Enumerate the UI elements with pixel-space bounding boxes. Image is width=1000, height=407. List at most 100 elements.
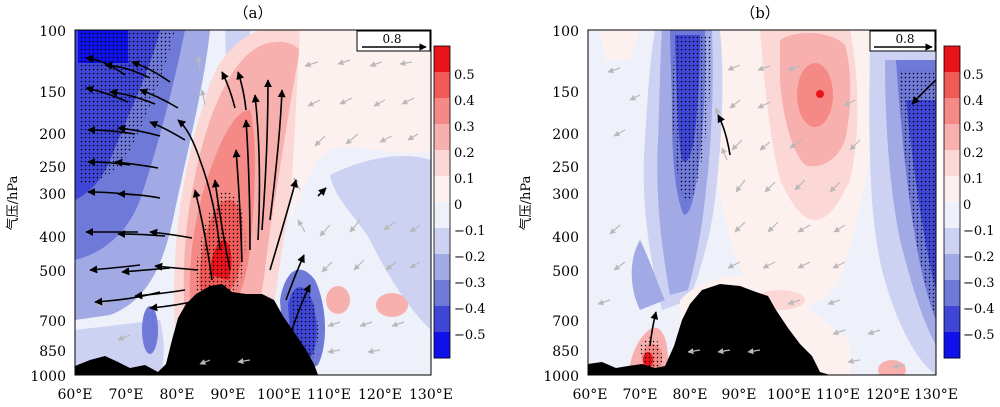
x-tick-a-120: 120°E [358,387,402,403]
reference-vector-a: 0.8 [356,30,431,52]
x-tick-a-110: 110°E [307,387,351,403]
y-tick-a-300: 300 [39,187,66,203]
plot-frame-a [74,29,432,376]
x-tick-a-130: 130°E [409,387,453,403]
y-tick-b-300: 300 [552,187,579,203]
y-tick-b-200: 200 [552,127,579,143]
grey-vectors-b [597,64,906,370]
colorbar-b-swatch-10 [944,306,960,333]
colorbar-a-swatch-2 [434,98,450,125]
cb-a-tick-10: −0.5 [454,328,486,343]
colorbar-b-swatch-7 [944,228,960,255]
x-axis-a: 60°E 70°E 80°E 90°E 100°E 110°E 120°E 13… [57,387,453,403]
y-tick-b-150: 150 [552,85,579,101]
y-tick-a-1000: 1000 [30,369,66,385]
cb-a-tick-0: 0.5 [454,68,475,83]
colorbar-b-swatch-8 [944,254,960,281]
y-axis-b: 100 150 200 250 300 400 500 700 850 1000… [518,24,579,385]
panel-a: （a） [5,4,486,403]
x-tick-a-80: 80°E [159,387,194,403]
reference-vector-a-label: 0.8 [382,32,401,46]
cb-b-tick-7: −0.2 [963,250,995,265]
colorbar-b-swatch-5 [944,176,960,203]
y-tick-a-700: 700 [39,314,66,330]
colorbar-a-swatch-0 [434,46,450,73]
y-tick-b-250: 250 [552,160,579,176]
cb-a-tick-7: −0.2 [454,250,486,265]
cb-a-tick-8: −0.3 [454,276,486,291]
y-tick-a-100: 100 [39,24,66,40]
y-axis-a: 100 150 200 250 300 400 500 700 850 1000… [5,24,66,385]
cb-b-tick-4: 0.1 [963,172,984,187]
cb-b-tick-5: 0 [963,198,971,213]
y-tick-a-250: 250 [39,160,66,176]
cb-b-tick-8: −0.3 [963,276,995,291]
colorbar-b-swatch-1 [944,72,960,99]
x-axis-b: 60°E 70°E 80°E 90°E 100°E 110°E 120°E 13… [572,387,958,403]
colorbar-a-swatch-5 [434,176,450,203]
cb-a-tick-5: 0 [454,198,462,213]
black-vectors-a [85,54,327,331]
panel-a-field [75,30,431,375]
x-tick-b-80: 80°E [672,387,707,403]
colorbar-b-swatch-11 [944,332,960,359]
cb-a-tick-3: 0.2 [454,146,475,161]
colorbar-a-swatch-4 [434,150,450,177]
y-tick-b-850: 850 [552,344,579,360]
colorbar-b-swatch-3 [944,124,960,151]
colorbar-a-swatch-9 [434,280,450,307]
cb-b-tick-10: −0.5 [963,328,995,343]
colorbar-b-swatch-2 [944,98,960,125]
panel-b-field [588,30,936,375]
x-tick-b-90: 90°E [721,387,756,403]
colorbar-b-swatch-6 [944,202,960,229]
y-tick-b-1000: 1000 [543,369,579,385]
colorbar-b-swatch-4 [944,150,960,177]
colorbar-b-swatch-9 [944,280,960,307]
colorbar-b: 0.5 0.4 0.3 0.2 0.1 0 −0.1 −0.2 −0.3 −0.… [943,45,995,359]
x-tick-b-100: 100°E [767,387,811,403]
x-tick-a-60: 60°E [57,387,92,403]
cb-b-tick-3: 0.2 [963,146,984,161]
colorbar-b-swatch-0 [944,46,960,73]
cb-a-tick-4: 0.1 [454,172,475,187]
y-tick-b-400: 400 [552,230,579,246]
terrain-a [75,284,318,375]
y-tick-a-400: 400 [39,230,66,246]
cb-b-tick-0: 0.5 [963,68,984,83]
y-tick-a-500: 500 [39,264,66,280]
x-tick-b-120: 120°E [866,387,910,403]
x-tick-a-70: 70°E [108,387,143,403]
cb-a-tick-1: 0.4 [454,94,475,109]
y-tick-b-500: 500 [552,264,579,280]
cb-a-tick-9: −0.4 [454,302,486,317]
reference-vector-b: 0.8 [869,30,936,52]
cb-a-tick-6: −0.1 [454,224,486,239]
colorbar-a-swatch-11 [434,332,450,359]
x-tick-b-130: 130°E [914,387,958,403]
colorbar-a-swatch-1 [434,72,450,99]
x-tick-a-90: 90°E [210,387,245,403]
plot-frame-b [587,29,937,376]
cb-b-tick-6: −0.1 [963,224,995,239]
terrain-b [588,284,830,375]
colorbar-a-swatch-6 [434,202,450,229]
panel-b: （b） [518,4,995,403]
colorbar-a: 0.5 0.4 0.3 0.2 0.1 0 −0.1 −0.2 −0.3 −0.… [433,45,486,359]
colorbar-a-swatch-7 [434,228,450,255]
reference-vector-b-label: 0.8 [895,32,914,46]
colorbar-a-swatch-8 [434,254,450,281]
cb-b-tick-9: −0.4 [963,302,995,317]
x-tick-b-60: 60°E [572,387,607,403]
cb-b-tick-1: 0.4 [963,94,984,109]
y-label-a: 气压/hPa [5,175,21,230]
cb-a-tick-2: 0.3 [454,120,475,135]
panel-b-label: （b） [740,4,780,22]
cb-b-tick-2: 0.3 [963,120,984,135]
y-tick-b-700: 700 [552,314,579,330]
y-label-b: 气压/hPa [518,175,534,230]
panel-a-label: （a） [234,4,273,22]
y-tick-a-150: 150 [39,85,66,101]
y-tick-a-200: 200 [39,127,66,143]
